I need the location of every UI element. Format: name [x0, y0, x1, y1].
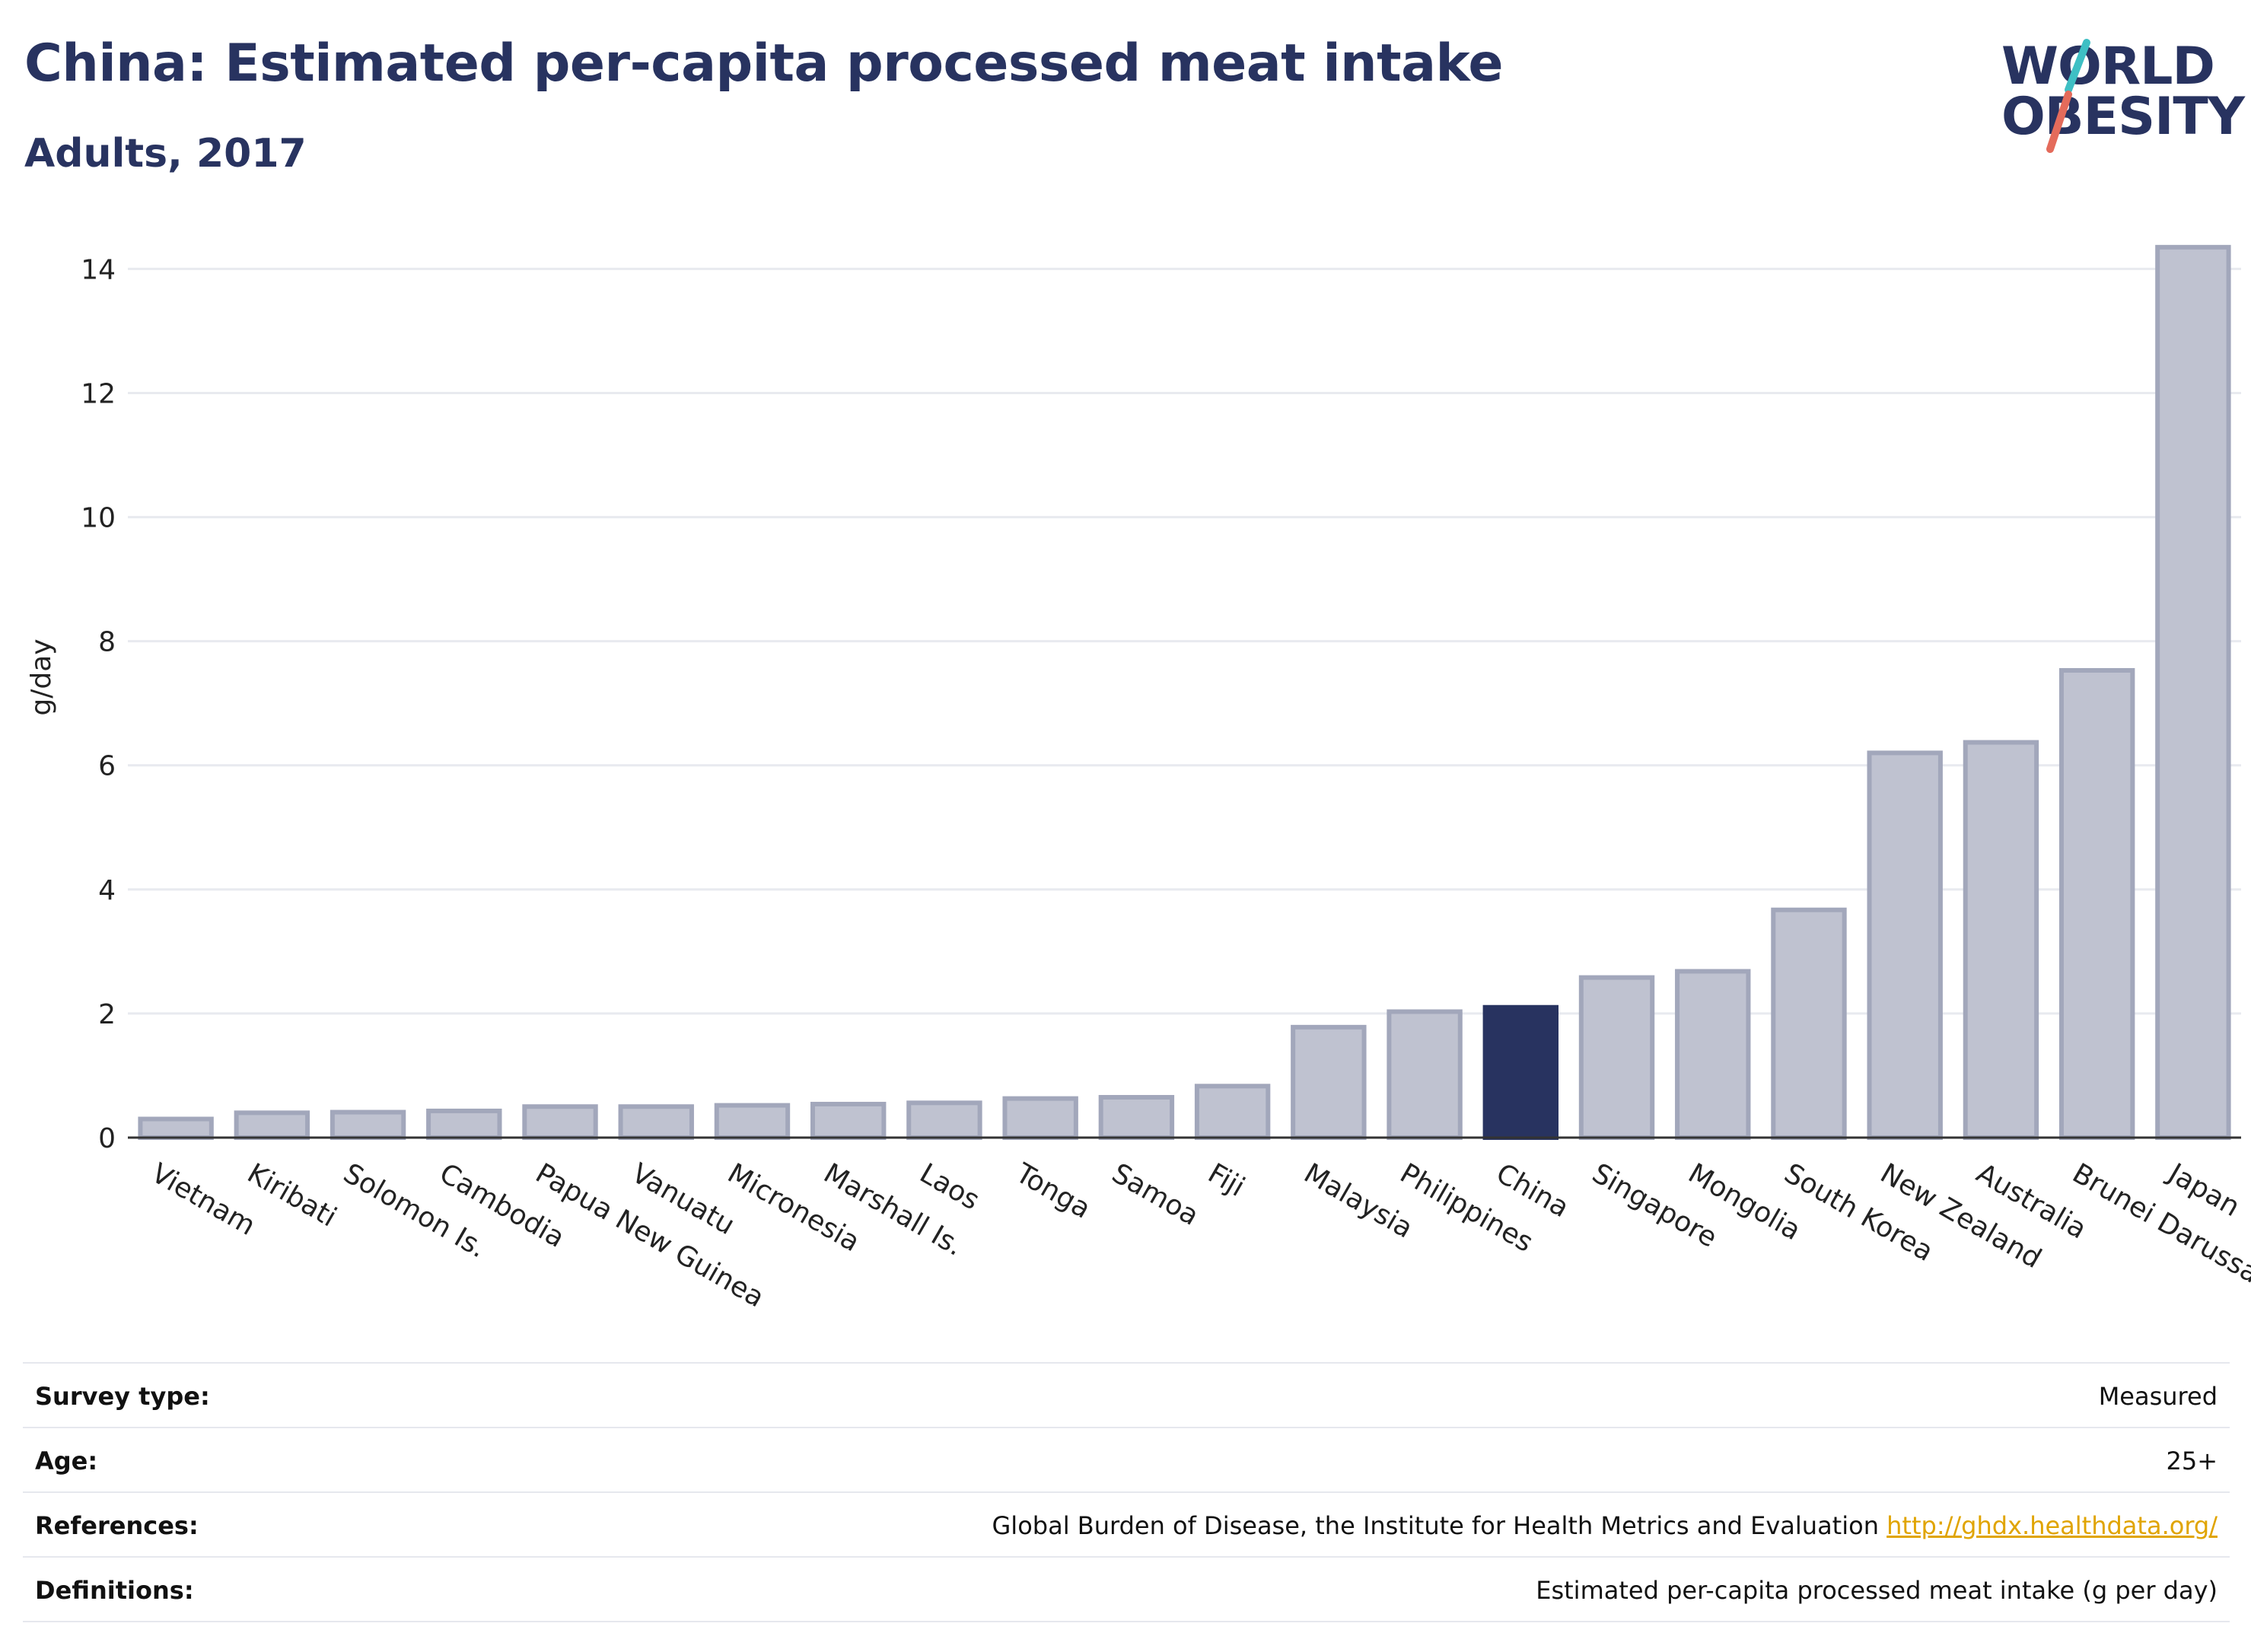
- bar-tonga: [1002, 1096, 1078, 1141]
- bar-cambodia: [426, 1108, 502, 1141]
- y-tick-label: 14: [81, 254, 116, 285]
- bar-vietnam: [138, 1116, 214, 1140]
- references-value: Global Burden of Disease, the Institute …: [992, 1511, 2218, 1540]
- bar-singapore: [1578, 975, 1655, 1140]
- world-obesity-logo: WORLD OBESITY: [1986, 37, 2245, 166]
- x-tick-label: Vietnam: [146, 1157, 260, 1242]
- x-tick-label: Tonga: [1010, 1157, 1096, 1225]
- y-tick-label: 2: [98, 999, 116, 1030]
- meta-row-references: References: Global Burden of Disease, th…: [23, 1491, 2230, 1556]
- x-tick-label: Laos: [915, 1157, 985, 1216]
- y-tick-label: 6: [98, 751, 116, 782]
- survey-type-value: Measured: [2098, 1382, 2218, 1411]
- age-label: Age:: [35, 1447, 98, 1475]
- x-tick-label: New Zealand: [1875, 1157, 2046, 1275]
- bar-fiji: [1194, 1084, 1271, 1141]
- definitions-label: Definitions:: [35, 1576, 194, 1605]
- bar-papua-new-guinea: [522, 1104, 598, 1140]
- bar-philippines: [1387, 1009, 1463, 1140]
- bar-laos: [906, 1100, 982, 1140]
- x-tick-label: Malaysia: [1299, 1157, 1418, 1244]
- meta-row-survey-type: Survey type: Measured: [23, 1362, 2230, 1427]
- logo-line-2: OBESITY: [2001, 87, 2245, 147]
- survey-type-label: Survey type:: [35, 1382, 210, 1411]
- bar-kiribati: [234, 1110, 310, 1141]
- y-tick-label: 12: [81, 378, 116, 409]
- bar-marshall-is: [810, 1101, 887, 1140]
- bar-micronesia: [714, 1103, 791, 1140]
- y-tick-label: 8: [98, 627, 116, 658]
- references-label: References:: [35, 1511, 199, 1540]
- y-tick-label: 10: [81, 503, 116, 534]
- bar-china: [1482, 1004, 1559, 1141]
- meta-row-definitions: Definitions: Estimated per-capita proces…: [23, 1556, 2230, 1622]
- chart-title: China: Estimated per-capita processed me…: [24, 33, 1503, 94]
- bar-australia: [1963, 740, 2039, 1140]
- references-link[interactable]: http://ghdx.healthdata.org/: [1886, 1511, 2218, 1540]
- x-tick-label: Kiribati: [242, 1157, 342, 1233]
- bar-samoa: [1098, 1094, 1175, 1141]
- x-tick-label: Brunei Darussalam: [2067, 1157, 2251, 1315]
- x-tick-label: Samoa: [1106, 1157, 1204, 1232]
- logo-line-1: WORLD: [2001, 37, 2215, 97]
- metadata-table: Survey type: Measured Age: 25+ Reference…: [23, 1362, 2230, 1622]
- bar-mongolia: [1675, 969, 1751, 1141]
- y-tick-label: 0: [98, 1123, 116, 1154]
- chart-subtitle: Adults, 2017: [24, 131, 307, 177]
- bar-south-korea: [1771, 907, 1847, 1140]
- bar-brunei-darussalam: [2058, 667, 2135, 1140]
- logo-slash-icon: [2046, 39, 2090, 153]
- bar-japan: [2155, 244, 2231, 1140]
- y-tick-label: 4: [98, 875, 116, 906]
- references-text: Global Burden of Disease, the Institute …: [992, 1511, 1879, 1540]
- y-axis-ticks: 0 2 4 6 8 10 12 14: [81, 254, 116, 1154]
- x-tick-label: Fiji: [1202, 1157, 1250, 1203]
- age-value: 25+: [2166, 1447, 2218, 1475]
- y-axis-label: g/day: [26, 638, 57, 715]
- bar-malaysia: [1291, 1024, 1367, 1140]
- bars: [138, 244, 2231, 1141]
- bar-solomon-is: [330, 1109, 406, 1141]
- bar-new-zealand: [1867, 750, 1943, 1140]
- meta-row-age: Age: 25+: [23, 1427, 2230, 1491]
- definitions-value: Estimated per-capita processed meat inta…: [1536, 1576, 2218, 1605]
- bar-vanuatu: [618, 1104, 694, 1140]
